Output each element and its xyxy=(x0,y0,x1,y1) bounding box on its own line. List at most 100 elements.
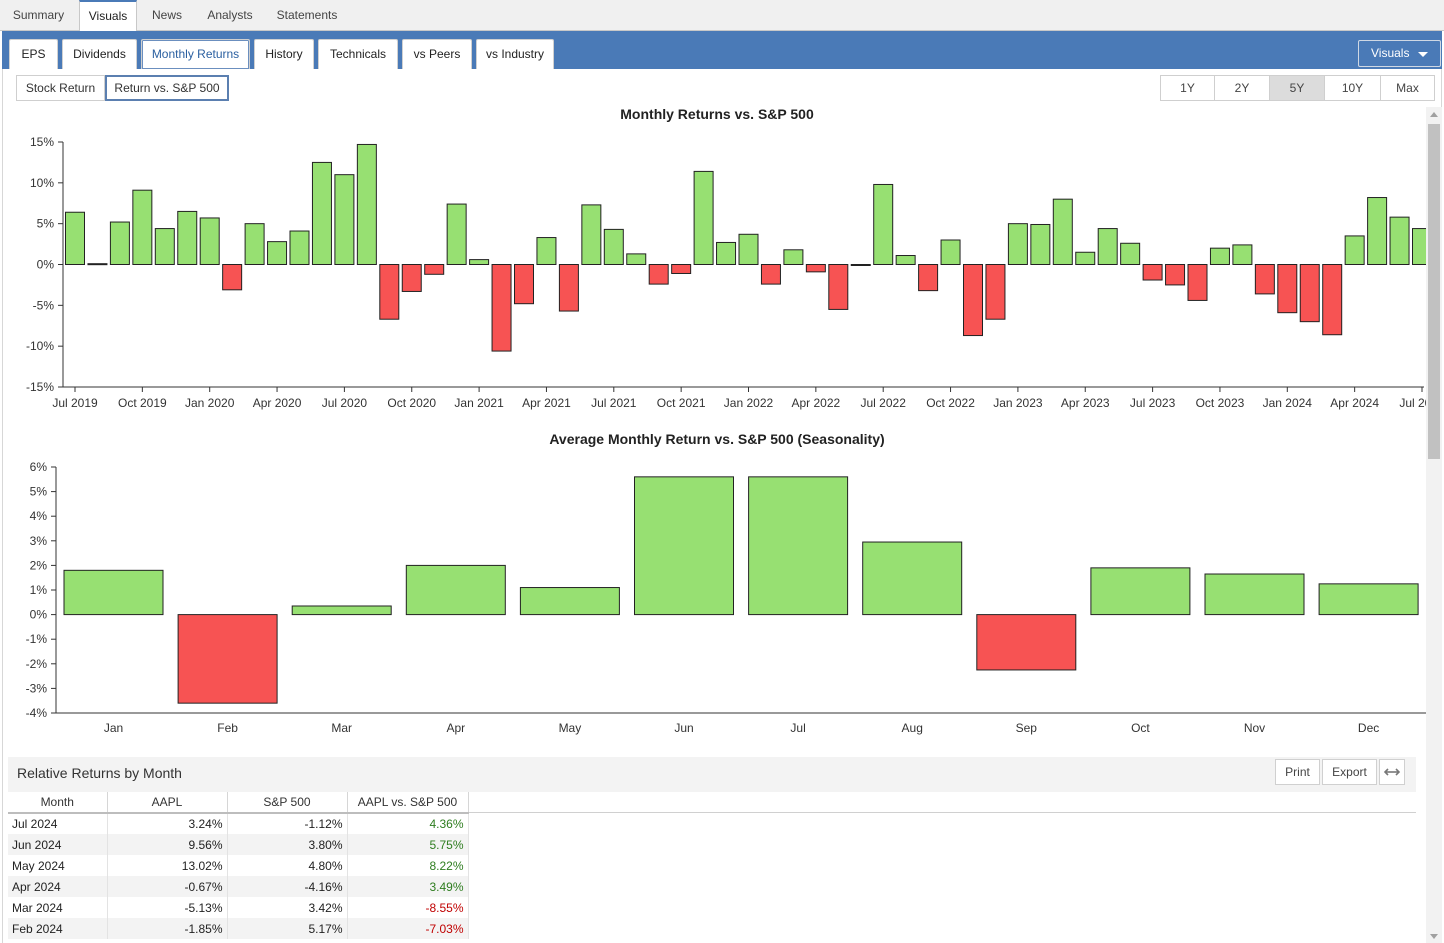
x-tick-label: Oct xyxy=(1131,721,1150,735)
y-tick-label: -4% xyxy=(26,706,48,720)
y-tick-label: 5% xyxy=(37,217,55,231)
bar xyxy=(244,223,265,265)
cell-month: Jun 2024 xyxy=(8,834,108,855)
bar xyxy=(379,264,400,320)
bar xyxy=(1232,244,1253,266)
bar xyxy=(1030,223,1051,265)
column-header-sp500[interactable]: S&P 500 xyxy=(227,792,348,814)
x-tick-label: Jul 2024 xyxy=(1399,396,1426,410)
cell-sp500: -4.16% xyxy=(227,876,348,897)
bar xyxy=(267,241,288,265)
subtab-vs-industry[interactable]: vs Industry xyxy=(476,39,554,69)
bar xyxy=(199,217,220,265)
cell-aapl: 3.24% xyxy=(107,813,228,834)
tab-summary[interactable]: Summary xyxy=(12,8,65,22)
bar xyxy=(940,239,961,265)
cell-relative: -8.55% xyxy=(347,897,469,918)
subtab-technicals[interactable]: Technicals xyxy=(318,39,398,69)
y-tick-label: -3% xyxy=(26,681,48,695)
cell-month: May 2024 xyxy=(8,855,108,876)
bar xyxy=(289,230,310,266)
column-header-aapl[interactable]: AAPL xyxy=(107,792,228,814)
x-tick-label: Apr 2020 xyxy=(253,396,302,410)
cell-month: Jul 2024 xyxy=(8,813,108,834)
tab-visuals[interactable]: Visuals xyxy=(79,0,137,32)
bar xyxy=(311,161,332,266)
bar xyxy=(648,264,669,285)
y-tick-label: 15% xyxy=(30,135,54,149)
expand-button[interactable] xyxy=(1379,759,1405,785)
cell-month: Feb 2024 xyxy=(8,918,108,939)
tab-statements[interactable]: Statements xyxy=(276,8,338,22)
range-1y-button[interactable]: 1Y xyxy=(1160,75,1215,101)
x-tick-label: Feb xyxy=(217,721,238,735)
bar xyxy=(177,210,198,265)
bar xyxy=(1412,228,1426,265)
stock-return-toggle[interactable]: Stock Return xyxy=(16,75,105,101)
y-tick-label: 3% xyxy=(30,534,48,548)
cell-relative: 8.22% xyxy=(347,855,469,876)
bar xyxy=(1389,216,1410,265)
cell-aapl: -0.67% xyxy=(107,876,228,897)
export-button[interactable]: Export xyxy=(1322,759,1377,785)
column-header-relative[interactable]: AAPL vs. S&P 500 xyxy=(347,792,469,814)
cell-sp500: -1.12% xyxy=(227,813,348,834)
bar xyxy=(491,264,512,352)
x-tick-label: Apr 2021 xyxy=(522,396,571,410)
bar xyxy=(514,264,534,305)
visuals-dropdown-label: Visuals xyxy=(1371,46,1410,60)
tab-analysts[interactable]: Analysts xyxy=(207,8,253,22)
bar xyxy=(154,228,175,265)
bar xyxy=(760,264,781,285)
cell-aapl: 13.02% xyxy=(107,855,228,876)
x-tick-label: Nov xyxy=(1244,721,1265,735)
range-5y-button[interactable]: 5Y xyxy=(1269,75,1325,101)
relative-returns-title: Relative Returns by Month xyxy=(17,765,182,781)
print-button[interactable]: Print xyxy=(1275,759,1320,785)
subtab-vs-peers[interactable]: vs Peers xyxy=(402,39,472,69)
return-vs-sp500-toggle[interactable]: Return vs. S&P 500 xyxy=(105,75,229,101)
y-tick-label: 4% xyxy=(30,509,48,523)
cell-aapl: -1.85% xyxy=(107,918,228,939)
y-tick-label: -10% xyxy=(26,339,54,353)
bar xyxy=(828,264,849,310)
bar xyxy=(1120,242,1141,266)
tab-news[interactable]: News xyxy=(151,8,182,22)
y-tick-label: 0% xyxy=(30,608,48,622)
bar xyxy=(985,264,1006,320)
bar xyxy=(581,204,602,265)
x-tick-label: Oct 2020 xyxy=(387,396,436,410)
bar xyxy=(1367,197,1388,265)
y-tick-label: 1% xyxy=(30,583,48,597)
x-tick-label: Jun xyxy=(674,721,693,735)
y-tick-label: 5% xyxy=(30,485,48,499)
range-2y-button[interactable]: 2Y xyxy=(1214,75,1270,101)
bar xyxy=(626,253,647,265)
x-tick-label: Apr 2024 xyxy=(1330,396,1379,410)
page-scrollbar-thumb[interactable] xyxy=(1428,124,1440,459)
cell-relative: 5.75% xyxy=(347,834,469,855)
range-10y-button[interactable]: 10Y xyxy=(1324,75,1381,101)
scroll-down-icon[interactable] xyxy=(1430,934,1438,939)
subtab-dividends[interactable]: Dividends xyxy=(62,39,137,69)
visuals-dropdown[interactable]: Visuals xyxy=(1358,40,1441,67)
top-nav: Summary Visuals News Analysts Statements xyxy=(0,0,1444,32)
bar xyxy=(1187,264,1208,301)
seasonality-chart-title: Average Monthly Return vs. S&P 500 (Seas… xyxy=(549,431,885,447)
cell-sp500: 4.80% xyxy=(227,855,348,876)
subtab-eps[interactable]: EPS xyxy=(9,39,58,69)
x-tick-label: Jan xyxy=(104,721,123,735)
bar xyxy=(603,228,624,265)
subtab-history[interactable]: History xyxy=(254,39,314,69)
cell-aapl: 9.56% xyxy=(107,834,228,855)
column-header-month[interactable]: Month xyxy=(8,792,108,814)
table-row: Jun 2024 9.56% 3.80% 5.75% xyxy=(8,834,469,855)
x-tick-label: Jul 2019 xyxy=(52,396,98,410)
cell-month: Apr 2024 xyxy=(8,876,108,897)
bar xyxy=(65,211,85,265)
scroll-up-icon[interactable] xyxy=(1430,112,1438,117)
x-tick-label: Jul 2020 xyxy=(322,396,368,410)
range-max-button[interactable]: Max xyxy=(1380,75,1435,101)
x-tick-label: May xyxy=(559,721,582,735)
subtab-monthly-returns[interactable]: Monthly Returns xyxy=(141,39,250,69)
